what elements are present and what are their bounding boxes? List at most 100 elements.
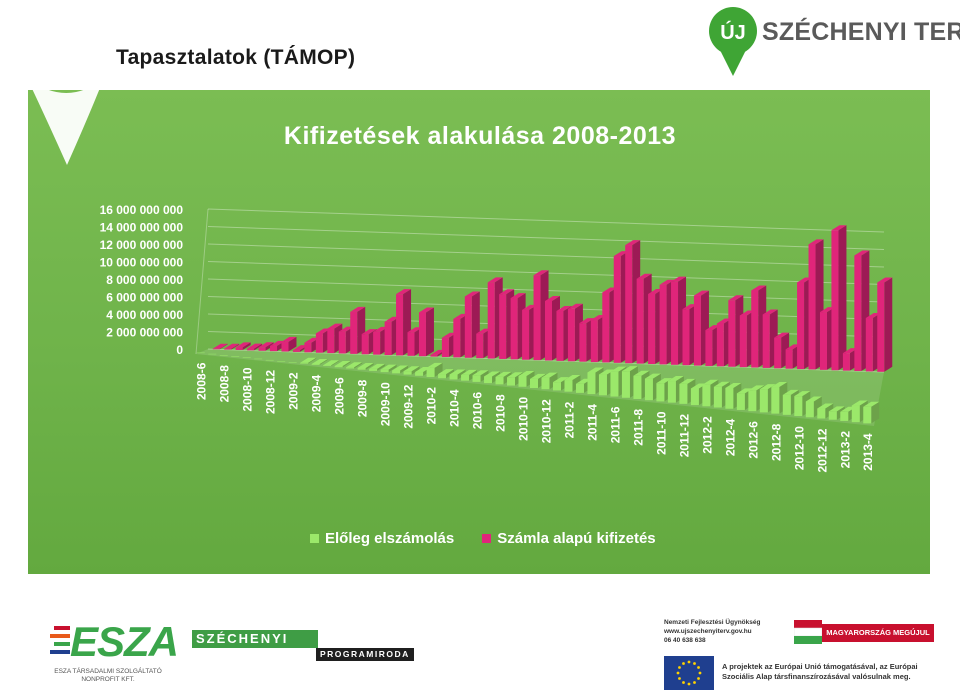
bar-series2-top: [453, 313, 469, 319]
bar-series2-top: [625, 240, 641, 246]
bar-series2-side: [288, 336, 297, 352]
bar-series1-side: [377, 363, 386, 371]
x-tick-label: 2009-8: [356, 379, 370, 417]
bar-series2-top: [338, 326, 354, 332]
bar-series1-front: [621, 371, 630, 398]
y-tick-label: 10 000 000 000: [100, 256, 184, 270]
bar-series2-front: [407, 332, 415, 356]
bar-series2-side: [254, 343, 263, 351]
bar-series2-front: [751, 290, 759, 368]
bar-series2-top: [613, 251, 629, 257]
bar-series2-front: [590, 320, 598, 363]
bar-series2-side: [219, 343, 228, 350]
bar-series1-front: [713, 386, 722, 408]
x-tick-label: 2012-10: [792, 426, 806, 470]
bar-series2-top: [384, 316, 400, 322]
bar-series1-front: [265, 359, 274, 361]
bar-series2-side: [838, 225, 847, 371]
bar-series1-side: [388, 364, 397, 373]
bar-series2-front: [453, 318, 461, 358]
bar-series2: [418, 307, 434, 357]
bar-series2-top: [682, 304, 698, 310]
bar-series2-front: [762, 314, 770, 368]
bar-series2-top: [235, 342, 251, 348]
bar-series1-front: [438, 374, 447, 379]
x-tick-label: 2009-10: [379, 382, 393, 426]
bar-series2-top: [739, 310, 755, 316]
bar-series1-front: [530, 378, 538, 388]
bar-series1: [817, 403, 834, 419]
bar-series1: [242, 357, 251, 358]
bar-series2-front: [430, 354, 438, 357]
bar-series1-front: [484, 376, 493, 384]
bar-series1-front: [495, 376, 504, 385]
bar-series1-top: [702, 379, 719, 385]
x-tick-label: 2008-12: [264, 370, 278, 414]
magyarorszag-megujul-box: MAGYARORSZÁG MEGÚJUL: [822, 624, 934, 642]
y-tick-label: 6 000 000 000: [106, 291, 183, 305]
bar-series1-front: [426, 367, 435, 378]
bar-series2-front: [728, 300, 736, 367]
bar-series2-top: [327, 323, 343, 329]
bar-series1-front: [472, 375, 481, 382]
bar-series2-top: [728, 295, 744, 301]
bar-series1-top: [759, 384, 776, 390]
hungarian-stripes-icon: [50, 626, 70, 654]
bar-series2-front: [258, 347, 266, 351]
bar-series2-front: [613, 256, 621, 363]
bar-series1-top: [541, 372, 558, 378]
esza-word: ESZA: [70, 618, 179, 665]
bar-series2-top: [499, 289, 515, 295]
bar-series1-top: [300, 357, 317, 363]
bar-series1-front: [461, 374, 470, 381]
bar-series1-front: [449, 374, 458, 380]
bar-series1-top: [667, 376, 684, 382]
bar-series1: [231, 356, 240, 357]
bar-series1-top: [748, 385, 765, 391]
bar-series2-top: [819, 307, 835, 313]
bar-series2-top: [281, 336, 297, 342]
bar-series1-top: [817, 403, 834, 409]
bar-series2-front: [361, 334, 369, 355]
bar-series2: [281, 336, 297, 352]
bar-series2-front: [292, 350, 300, 352]
x-tick-label: 2009-4: [310, 374, 324, 412]
bar-series1-top: [380, 364, 397, 370]
bar-series1-top: [392, 365, 409, 371]
bar-series1-front: [380, 369, 389, 373]
bar-series1: [403, 366, 420, 375]
bar-series1-top: [610, 366, 627, 372]
bar-series2-top: [350, 306, 366, 312]
bar-series1-top: [449, 369, 466, 375]
x-tick-label: 2012-6: [746, 421, 760, 459]
bar-series2-top: [476, 328, 492, 334]
bar-series2-top: [602, 287, 618, 293]
bar-series2-front: [373, 331, 381, 355]
x-tick-label: 2013-2: [838, 431, 852, 469]
bar-series1-front: [403, 371, 412, 375]
bar-series1-front: [759, 389, 768, 413]
eu-star: [676, 671, 680, 675]
bar-series1-front: [231, 356, 240, 357]
esza-subtitle-line2: NONPROFIT KFT.: [81, 676, 135, 683]
bar-series2-top: [751, 285, 767, 291]
bar-series2-front: [567, 308, 575, 362]
x-tick-label: 2009-12: [402, 384, 416, 428]
bar-series1-side: [365, 363, 374, 370]
bar-series2-front: [831, 230, 839, 371]
bar-series2-front: [270, 345, 278, 352]
legend-swatch-series1: [310, 534, 319, 543]
bar-series1-side: [446, 369, 455, 379]
eu-star: [687, 682, 691, 686]
map-pin-icon: [27, 78, 104, 165]
bar-series2-front: [384, 321, 392, 356]
szechenyi-programiroda-logo: SZÉCHENYI PROGRAMIRODA: [192, 630, 414, 662]
bar-series1-front: [725, 387, 734, 409]
bar-series1: [254, 358, 263, 360]
x-tick-label: 2010-2: [425, 387, 439, 425]
bar-series1-side: [457, 369, 466, 380]
bar-series2-front: [510, 298, 518, 360]
bar-series1-front: [610, 371, 619, 397]
eu-support-text: A projektek az Európai Unió támogatásáva…: [722, 662, 918, 681]
x-tick-label: 2011-6: [608, 406, 622, 443]
